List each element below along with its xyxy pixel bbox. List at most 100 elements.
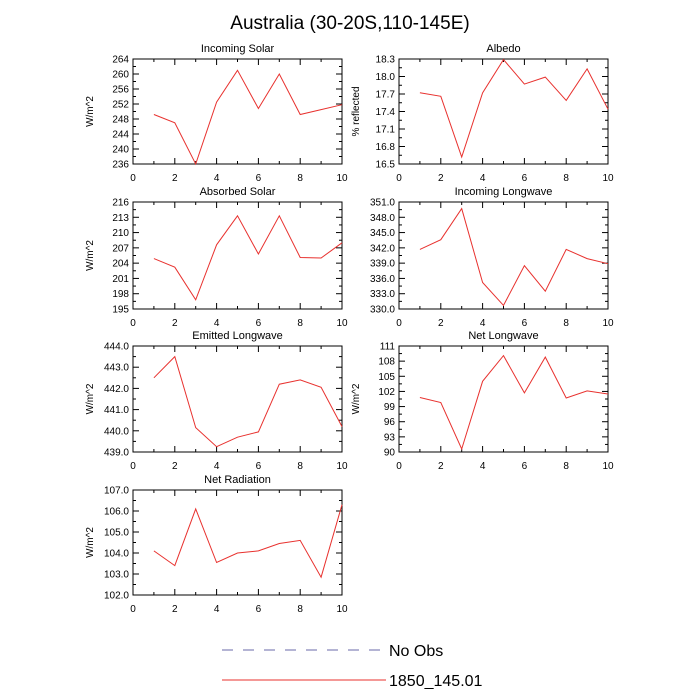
y-tick-label: 333.0 bbox=[370, 289, 395, 300]
y-tick-label: 99 bbox=[384, 402, 396, 413]
y-tick-label: 17.1 bbox=[376, 125, 396, 136]
y-tick-label: 106.0 bbox=[104, 507, 129, 518]
y-tick-label: 210 bbox=[112, 228, 129, 239]
x-tick-label: 2 bbox=[172, 461, 178, 472]
y-tick-label: 16.8 bbox=[376, 142, 396, 153]
x-tick-label: 8 bbox=[563, 318, 569, 329]
y-tick-label: 240 bbox=[112, 145, 129, 156]
x-tick-label: 8 bbox=[563, 173, 569, 184]
y-tick-label: 441.0 bbox=[104, 405, 129, 416]
figure-title: Australia (30-20S,110-145E) bbox=[230, 13, 469, 34]
y-tick-label: 330.0 bbox=[370, 305, 395, 316]
x-tick-label: 6 bbox=[256, 461, 262, 472]
x-tick-label: 10 bbox=[336, 173, 348, 184]
y-tick-label: 195 bbox=[112, 305, 129, 316]
y-tick-label: 252 bbox=[112, 100, 129, 111]
x-tick-label: 4 bbox=[214, 604, 220, 615]
y-axis-label: % reflected bbox=[351, 86, 362, 136]
x-tick-label: 2 bbox=[438, 173, 444, 184]
x-tick-label: 4 bbox=[480, 173, 486, 184]
x-tick-label: 0 bbox=[130, 461, 136, 472]
y-tick-label: 102 bbox=[378, 387, 395, 398]
panel-4: Emitted Longwave 444.0 443.0 442.0 441.0 440.… bbox=[85, 330, 348, 472]
panel-title: Incoming Longwave bbox=[455, 186, 553, 198]
y-tick-label: 439.0 bbox=[104, 448, 129, 459]
panel-frame bbox=[398, 58, 609, 165]
y-tick-label: 103.0 bbox=[104, 570, 129, 581]
y-tick-label: 348.0 bbox=[370, 213, 395, 224]
x-tick-label: 8 bbox=[297, 173, 303, 184]
y-tick-label: 342.0 bbox=[370, 243, 395, 254]
panel-title: Net Longwave bbox=[468, 330, 538, 342]
y-axis-label: W/m^2 bbox=[351, 383, 362, 414]
panel-frame bbox=[398, 201, 609, 310]
panel-title: Absorbed Solar bbox=[200, 186, 276, 198]
y-tick-label: 93 bbox=[384, 432, 396, 443]
series-line-0 bbox=[419, 207, 609, 307]
x-tick-label: 10 bbox=[336, 604, 348, 615]
series-line-0 bbox=[153, 69, 343, 166]
x-tick-label: 2 bbox=[172, 318, 178, 329]
panel-6: Net Radiation 107.0 106.0 105.0 104.0 103.0 10… bbox=[85, 474, 348, 615]
y-tick-label: 17.7 bbox=[376, 90, 396, 101]
y-tick-label: 105 bbox=[378, 372, 395, 383]
x-tick-label: 6 bbox=[256, 318, 262, 329]
y-tick-label: 105.0 bbox=[104, 528, 129, 539]
y-axis-label: W/m^2 bbox=[85, 527, 96, 558]
panel-frame bbox=[132, 201, 343, 310]
x-tick-label: 6 bbox=[256, 173, 262, 184]
panel-frame bbox=[132, 345, 343, 453]
x-tick-label: 8 bbox=[297, 604, 303, 615]
y-tick-label: 264 bbox=[112, 55, 129, 66]
x-tick-label: 4 bbox=[480, 461, 486, 472]
x-tick-label: 0 bbox=[396, 173, 402, 184]
x-tick-label: 2 bbox=[438, 461, 444, 472]
panel-5: Net Longwave 111 108 105 102 99 96 93 900 2 4 6 8 10 W… bbox=[351, 330, 614, 472]
y-tick-label: 443.0 bbox=[104, 363, 129, 374]
y-tick-label: 351.0 bbox=[370, 198, 395, 209]
y-tick-label: 90 bbox=[384, 448, 396, 459]
x-tick-label: 6 bbox=[522, 173, 528, 184]
panel-title: Emitted Longwave bbox=[192, 330, 283, 342]
y-tick-label: 18.0 bbox=[376, 72, 396, 83]
y-tick-label: 442.0 bbox=[104, 384, 129, 395]
y-tick-label: 248 bbox=[112, 115, 129, 126]
y-tick-label: 256 bbox=[112, 85, 129, 96]
y-tick-label: 244 bbox=[112, 130, 129, 141]
y-tick-label: 444.0 bbox=[104, 342, 129, 353]
x-tick-label: 10 bbox=[602, 461, 614, 472]
y-tick-label: 336.0 bbox=[370, 274, 395, 285]
series-line-0 bbox=[419, 354, 609, 451]
x-tick-label: 10 bbox=[336, 461, 348, 472]
y-tick-label: 16.5 bbox=[376, 160, 396, 171]
x-tick-label: 6 bbox=[522, 318, 528, 329]
y-tick-label: 17.4 bbox=[376, 107, 396, 118]
x-tick-label: 4 bbox=[214, 173, 220, 184]
y-axis-label: W/m^2 bbox=[85, 240, 96, 271]
y-tick-label: 440.0 bbox=[104, 426, 129, 437]
series-line-0 bbox=[153, 214, 343, 301]
panel-title: Albedo bbox=[486, 43, 520, 55]
y-tick-label: 236 bbox=[112, 160, 129, 171]
x-tick-label: 10 bbox=[602, 173, 614, 184]
legend-no-obs-label: No Obs bbox=[389, 643, 443, 660]
y-tick-label: 102.0 bbox=[104, 591, 129, 602]
y-tick-label: 339.0 bbox=[370, 259, 395, 270]
panel-3: Incoming Longwave 351.0 348.0 345.0 342.0 339… bbox=[370, 186, 614, 329]
panel-title: Net Radiation bbox=[204, 474, 271, 486]
series-line-0 bbox=[419, 58, 609, 159]
x-tick-label: 4 bbox=[480, 318, 486, 329]
x-tick-label: 0 bbox=[130, 604, 136, 615]
x-tick-label: 4 bbox=[214, 318, 220, 329]
y-tick-label: 207 bbox=[112, 243, 129, 254]
y-tick-label: 216 bbox=[112, 198, 129, 209]
x-tick-label: 0 bbox=[396, 318, 402, 329]
y-tick-label: 201 bbox=[112, 274, 129, 285]
x-tick-label: 2 bbox=[172, 173, 178, 184]
panel-title: Incoming Solar bbox=[201, 43, 275, 55]
series-line-0 bbox=[153, 355, 343, 448]
x-tick-label: 0 bbox=[130, 318, 136, 329]
